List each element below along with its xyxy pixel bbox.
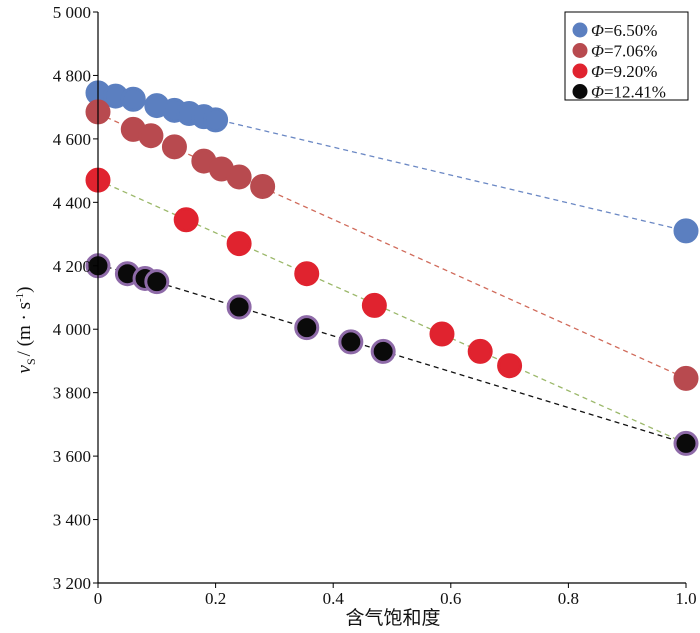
legend-label-2: Φ=7.06% — [591, 42, 657, 61]
x-tick-label-4: 0.6 — [440, 589, 461, 608]
data-point-series-1-3 — [120, 86, 146, 112]
data-point-series-3-5 — [361, 292, 387, 318]
y-tick-label-6: 4 200 — [53, 257, 91, 276]
data-point-series-3-7 — [467, 338, 493, 364]
data-point-series-3-6 — [429, 321, 455, 347]
data-point-series-2-4 — [161, 134, 187, 160]
y-tick-label-3: 3 600 — [53, 447, 91, 466]
data-point-series-2-3 — [138, 123, 164, 149]
data-point-series-1-8 — [203, 107, 229, 133]
legend: Φ=6.50% Φ=7.06%Φ=9.20% Φ=12.41% — [564, 11, 689, 102]
y-tick-label-5: 4 000 — [53, 320, 91, 339]
data-point-series-4-6 — [294, 315, 320, 341]
y-tick-label-9: 4 800 — [53, 66, 91, 85]
data-point-series-4-8 — [370, 338, 396, 364]
data-point-series-2-7 — [226, 164, 252, 190]
y-tick-label-4: 3 800 — [53, 384, 91, 403]
data-point-series-3-2 — [173, 207, 199, 233]
trend-line-series-2 — [97, 112, 687, 379]
data-points — [85, 80, 699, 456]
data-point-series-3-4 — [294, 261, 320, 287]
legend-label-1: Φ=6.50% — [591, 21, 657, 40]
x-tick-label-1: 0 — [94, 589, 103, 608]
data-point-series-3-8 — [497, 353, 523, 379]
legend-marker-2 — [572, 43, 588, 58]
data-point-series-2-9 — [673, 365, 699, 391]
x-tick-label-6: 1.0 — [675, 589, 696, 608]
legend-label-4: Φ=12.41% — [591, 83, 666, 102]
data-point-series-3-3 — [226, 231, 252, 257]
y-axis-title-subscript: S — [24, 358, 38, 365]
data-point-series-4-4 — [144, 269, 170, 295]
x-tick-label-2: 0.2 — [205, 589, 226, 608]
x-axis-title: 含气饱和度 — [345, 607, 440, 629]
data-point-series-4-5 — [226, 294, 252, 320]
x-tick-label-5: 0.8 — [558, 589, 579, 608]
axes — [93, 11, 687, 588]
data-point-series-1-9 — [673, 218, 699, 244]
y-axis-title-superscript: -1 — [14, 293, 26, 302]
y-tick-label-10: 5 000 — [53, 3, 91, 22]
x-tick-label-3: 0.4 — [323, 589, 345, 608]
y-axis-title: vS / (m · s-1) — [14, 287, 38, 374]
legend-marker-3 — [572, 63, 588, 79]
data-point-series-4-9 — [673, 430, 699, 456]
tick-labels: 3 200 3 400 3 600 3 800 4 000 4 200 4 400 4 600… — [53, 3, 697, 608]
data-point-series-4-7 — [338, 329, 364, 355]
data-point-series-2-8 — [250, 173, 276, 199]
legend-label-3: Φ=9.20% — [591, 62, 657, 81]
y-tick-label-7: 4 400 — [53, 193, 91, 212]
y-tick-label-2: 3 400 — [53, 511, 91, 530]
legend-marker-1 — [572, 22, 588, 38]
y-tick-label-1: 3 200 — [53, 574, 91, 593]
y-axis-title-close: ) — [14, 287, 35, 293]
y-axis-title-symbol: v — [14, 364, 35, 373]
y-tick-label-8: 4 600 — [53, 130, 91, 149]
legend-marker-4 — [572, 84, 588, 99]
y-axis-title-unit: / (m · s — [14, 302, 35, 356]
